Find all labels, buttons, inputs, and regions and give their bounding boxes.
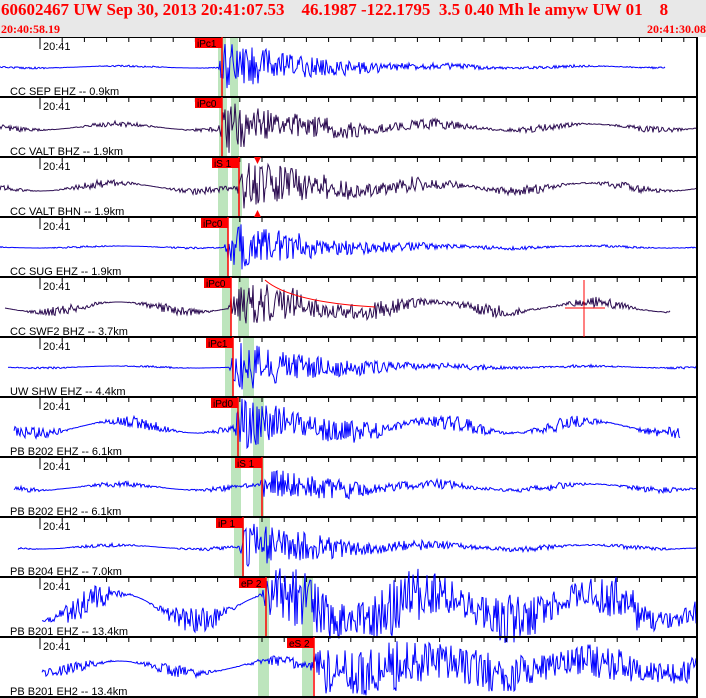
waveform: [0, 44, 666, 89]
pick-label: iPd0: [213, 399, 233, 410]
station-label: CC VALT BHN -- 1.9km: [10, 206, 124, 218]
pick-flag[interactable]: [287, 638, 314, 648]
s-window: [302, 577, 313, 637]
pick-flag[interactable]: [204, 278, 231, 288]
tick-label: 20:41: [43, 401, 71, 413]
tick-label: 20:41: [43, 101, 71, 113]
station-label: CC SUG EHZ -- 1.9km: [10, 266, 121, 278]
trace-panel: 20:41 iPc0 CC VALT BHZ -- 1.9km: [0, 96, 698, 158]
traces-plot[interactable]: 20:41 iPc1 CC SEP EHZ -- 0.9km 20:41 iPc0 CC …: [0, 37, 706, 698]
pick-label: iS 1: [237, 459, 255, 470]
waveform: [42, 568, 698, 643]
waveform: [13, 469, 698, 500]
amplitude-marker: [254, 157, 261, 164]
p-window: [219, 97, 227, 157]
event-title: 60602467 UW Sep 30, 2013 20:41:07.53 46.…: [1, 0, 669, 19]
waveform: [0, 224, 698, 270]
station-label: PB B204 EHZ -- 7.0km: [10, 566, 122, 578]
header: 60602467 UW Sep 30, 2013 20:41:07.53 46.…: [0, 0, 706, 37]
trace-panel: 20:41 iP 1 PB B204 EHZ -- 7.0km: [0, 516, 698, 578]
trace-panel: 20:41 eS 2 PB B201 EH2 -- 13.4km: [0, 636, 698, 698]
p-window: [258, 577, 269, 637]
tick-label: 20:41: [43, 461, 71, 473]
tick-label: 20:41: [43, 281, 71, 293]
tick-label: 20:41: [43, 221, 71, 233]
pick-label: iS 1: [214, 159, 232, 170]
tick-label: 20:41: [43, 641, 71, 653]
pick-label: eP 2: [241, 579, 262, 590]
tick-label: 20:41: [43, 41, 71, 53]
pick-label: eS 2: [289, 639, 310, 650]
pick-label: iPc1: [208, 339, 228, 350]
p-window: [218, 157, 228, 217]
s-window: [253, 457, 264, 517]
trace-panel: 20:41 iPd0 PB B202 EHZ -- 6.1km: [0, 396, 697, 458]
s-window: [231, 97, 239, 157]
station-label: PB B202 EHZ -- 6.1km: [10, 446, 122, 458]
waveform: [0, 162, 698, 209]
station-label: CC SEP EHZ -- 0.9km: [10, 86, 119, 98]
station-label: PB B202 EH2 -- 6.1km: [10, 506, 121, 518]
trace-panel: 20:41 eP 2 PB B201 EHZ -- 13.4km: [0, 568, 698, 643]
waveform: [17, 523, 698, 567]
trace-panel: 20:41 iS 1 CC VALT BHN -- 1.9km: [0, 156, 698, 218]
pick-flag[interactable]: [206, 338, 233, 348]
waveform: [41, 641, 698, 696]
pick-flag[interactable]: [195, 98, 222, 108]
coda-curve: [264, 279, 376, 308]
pick-flag[interactable]: [239, 578, 266, 588]
pick-flag[interactable]: [235, 458, 262, 468]
end-time: 20:41:30.08: [647, 22, 706, 36]
pick-label: iPc0: [206, 279, 226, 290]
station-label: PB B201 EH2 -- 13.4km: [10, 686, 127, 698]
tick-label: 20:41: [43, 161, 71, 173]
p-window: [258, 637, 269, 697]
trace-panel: 20:41 iPc0 CC SWF2 BHZ -- 3.7km: [0, 276, 697, 338]
tick-label: 20:41: [43, 521, 71, 533]
pick-flag[interactable]: [216, 518, 243, 528]
p-window: [222, 277, 231, 337]
trace-panel: 20:41 iPc0 CC SUG EHZ -- 1.9km: [0, 216, 698, 278]
pick-flag[interactable]: [211, 398, 238, 408]
station-label: PB B201 EHZ -- 13.4km: [10, 626, 128, 638]
pick-label: iPc0: [197, 99, 217, 110]
amplitude-marker: [254, 210, 261, 217]
start-time: 20:40:58.19: [1, 22, 60, 36]
trace-panel: 20:41 iPc1 CC SEP EHZ -- 0.9km: [0, 37, 697, 98]
waveform: [0, 103, 698, 153]
tick-label: 20:41: [43, 581, 71, 593]
pick-label: iPc0: [203, 219, 223, 230]
waveform: [4, 284, 671, 324]
pick-label: iP 1: [218, 519, 235, 530]
station-label: CC SWF2 BHZ -- 3.7km: [10, 326, 128, 338]
pick-label: iPc1: [197, 39, 217, 50]
tick-label: 20:41: [43, 341, 71, 353]
pick-flag[interactable]: [212, 158, 239, 168]
station-label: CC VALT BHZ -- 1.9km: [10, 146, 123, 158]
pick-flag[interactable]: [195, 38, 222, 48]
trace-panel: 20:41 iPc1 UW SHW EHZ -- 4.4km: [0, 336, 698, 398]
waveform: [13, 398, 681, 450]
station-label: UW SHW EHZ -- 4.4km: [10, 386, 126, 398]
trace-panel: 20:41 iS 1 PB B202 EH2 -- 6.1km: [0, 456, 698, 518]
waveform: [7, 343, 698, 390]
pick-flag[interactable]: [201, 218, 228, 228]
